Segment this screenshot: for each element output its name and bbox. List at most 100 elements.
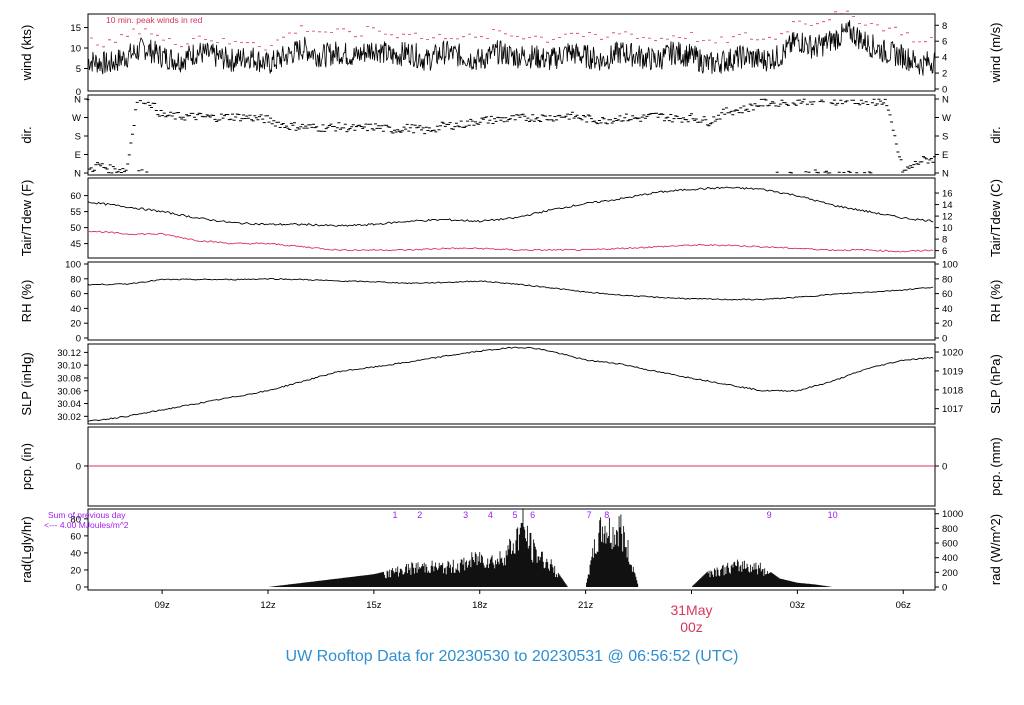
x-tick-label: 12z [260,600,276,611]
wind-left-tick: 15 [70,23,81,34]
slp-series [87,346,934,422]
slp-left-tick: 30.12 [57,348,81,359]
dir-right-tick: N [942,169,949,180]
rad-left-tick: 40 [70,548,81,559]
x-date-label: 31May [670,602,712,618]
temp-right-tick: 12 [942,212,953,223]
rad-right-tick: 0 [942,583,947,594]
rh-left-tick: 0 [76,334,81,345]
temp-left-tick: 60 [70,191,81,202]
wind-ylabel-left: wind (kts) [19,25,34,82]
wind-ylabel-right: wind (m/s) [988,23,1003,84]
tair-series [87,186,934,227]
rad-marker: 3 [463,510,468,520]
slp-right-tick: 1019 [942,366,963,377]
rad-ylabel-right: rad (W/m^2) [988,514,1003,585]
temp-left-tick: 55 [70,207,81,218]
rh-right-tick: 0 [942,334,947,345]
rad-marker: 10 [828,510,838,520]
rh-panel-frame [87,261,936,341]
rad-marker: 1 [393,510,398,520]
slp-right-tick: 1018 [942,385,963,396]
slp-left-tick: 30.10 [57,361,81,372]
x-tick-label: 15z [366,600,382,611]
x-tick-label: 21z [578,600,594,611]
rad-left-tick: 0 [76,583,81,594]
rad-right-tick: 800 [942,524,958,535]
rh-right-tick: 100 [942,260,958,271]
dir-left-tick: E [75,150,81,161]
temp-right-tick: 6 [942,246,947,257]
rh-right-tick: 80 [942,274,953,285]
temp-ylabel-right: Tair/Tdew (C) [988,179,1003,257]
wind-peak-note: 10 min. peak winds in red [106,15,203,25]
dir-right-tick: E [942,150,948,161]
rad-marker: 8 [604,510,609,520]
rad-marker: 5 [513,510,518,520]
rad-ylabel-left: rad(Lgly/hr) [19,516,34,582]
tdew-series [87,230,934,253]
slp-ylabel-left: SLP (inHg) [19,352,34,415]
temp-left-tick: 45 [70,239,81,250]
rad-sum-label: Sum of previous day [48,510,126,520]
dir-ylabel-right: dir. [988,126,1003,143]
rad-marker: 9 [767,510,772,520]
wind-direction-series [86,98,936,174]
x-hour-label: 00z [680,619,703,635]
temp-panel-frame [87,177,936,259]
rad-right-tick: 400 [942,553,958,564]
rh-left-tick: 20 [70,319,81,330]
wind-left-tick: 0 [76,87,81,98]
slp-ylabel-right: SLP (hPa) [988,354,1003,414]
rad-marker: 4 [488,510,493,520]
slp-left-tick: 30.06 [57,386,81,397]
dir-right-tick: W [942,113,951,124]
rad-left-tick: 60 [70,531,81,542]
wind-right-tick: 6 [942,37,947,48]
x-tick-label: 03z [790,600,806,611]
x-tick-label: 18z [472,600,488,611]
rad-panel-frame [87,508,936,591]
rad-left-tick: 80 [70,514,81,525]
wind-right-tick: 4 [942,53,947,64]
slp-right-tick: 1017 [942,404,963,415]
temp-right-tick: 16 [942,189,953,200]
rh-left-tick: 100 [65,260,81,271]
wind-gust-series [90,10,933,51]
rh-right-tick: 20 [942,319,953,330]
slp-left-tick: 30.08 [57,373,81,384]
temp-left-tick: 50 [70,223,81,234]
wind-right-tick: 2 [942,69,947,80]
rad-sum-value: <--- 4.00 MJoules/m^2 [44,520,129,530]
x-tick-label: 09z [154,600,170,611]
dir-left-tick: W [72,113,81,124]
rad-marker: 7 [587,510,592,520]
wind-right-tick: 0 [942,85,947,96]
wind-speed-series [87,20,936,76]
rh-ylabel-right: RH (%) [988,280,1003,323]
dir-right-tick: S [942,132,948,143]
rh-left-tick: 60 [70,289,81,300]
temp-ylabel-left: Tair/Tdew (F) [19,180,34,257]
rad-right-tick: 200 [942,568,958,579]
rad-marker: 6 [530,510,535,520]
temp-right-tick: 8 [942,235,947,246]
dir-ylabel-left: dir. [19,126,34,143]
rh-right-tick: 60 [942,289,953,300]
temp-right-tick: 10 [942,223,953,234]
pcp-left-tick: 0 [76,462,81,473]
pcp-ylabel-right: pcp. (mm) [988,437,1003,496]
dir-left-tick: N [74,95,81,106]
slp-left-tick: 30.04 [57,399,81,410]
x-tick-label: 06z [896,600,912,611]
wind-left-tick: 5 [76,64,81,75]
dir-panel-frame [87,94,936,176]
radiation-series [269,508,832,587]
rad-right-tick: 1000 [942,509,963,520]
pcp-right-tick: 0 [942,462,947,473]
rad-right-tick: 600 [942,539,958,550]
slp-left-tick: 30.02 [57,412,81,423]
rad-marker: 2 [417,510,422,520]
